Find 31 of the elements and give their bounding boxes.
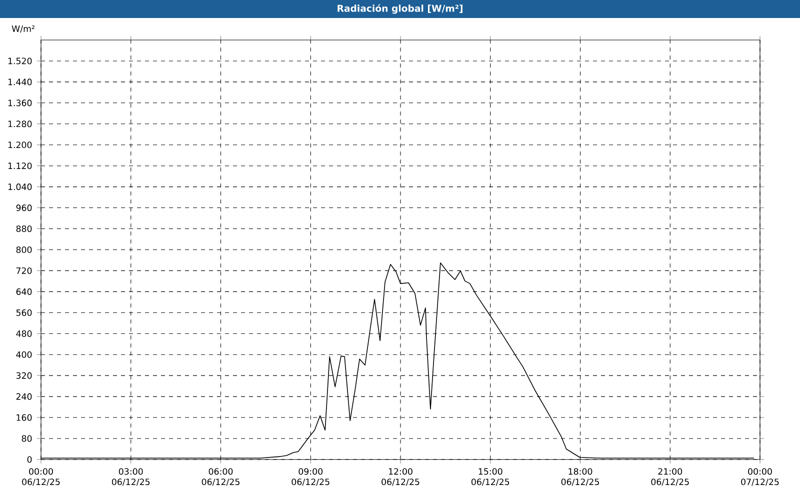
y-tick-label: 1.280 (8, 120, 32, 128)
y-tick-label: 1.440 (8, 78, 32, 86)
y-tick-label: 640 (16, 288, 32, 295)
x-tick-label: 00:00 07/12/25 (741, 468, 779, 486)
y-tick-label: 960 (16, 204, 32, 212)
y-axis-title: W/m² (12, 25, 34, 33)
x-tick-label: 03:00 06/12/25 (112, 468, 150, 486)
y-tick-label: 0 (27, 456, 32, 463)
y-tick-label: 1.040 (8, 184, 32, 190)
y-tick-label: 1.360 (8, 100, 32, 106)
x-tick-label: 15:00 06/12/25 (471, 468, 510, 486)
x-tick-label: 18:00 06/12/25 (561, 468, 599, 486)
y-tick-label: 880 (16, 225, 32, 232)
y-tick-label: 240 (16, 393, 32, 400)
y-tick-label: 720 (16, 267, 32, 274)
y-tick-label: 80 (22, 435, 32, 442)
x-tick-label: 09:00 06/12/25 (292, 468, 330, 486)
y-tick-label: 320 (16, 372, 32, 379)
y-tick-label: 160 (16, 414, 32, 421)
y-tick-label: 1.520 (8, 58, 32, 64)
y-tick-label: 800 (16, 246, 32, 254)
y-tick-label: 1.120 (8, 162, 32, 170)
x-tick-label: 00:00 06/12/25 (22, 468, 60, 486)
x-tick-label: 06:00 06/12/25 (202, 468, 240, 486)
y-tick-label: 560 (16, 309, 32, 316)
x-tick-label: 12:00 06/12/25 (382, 468, 420, 486)
x-tick-label: 21:00 06/12/25 (651, 468, 689, 486)
chart-title: Radiación global [W/m²] (338, 4, 462, 14)
y-tick-label: 1.200 (8, 142, 32, 148)
y-tick-label: 480 (16, 330, 32, 337)
y-tick-label: 400 (16, 351, 32, 358)
